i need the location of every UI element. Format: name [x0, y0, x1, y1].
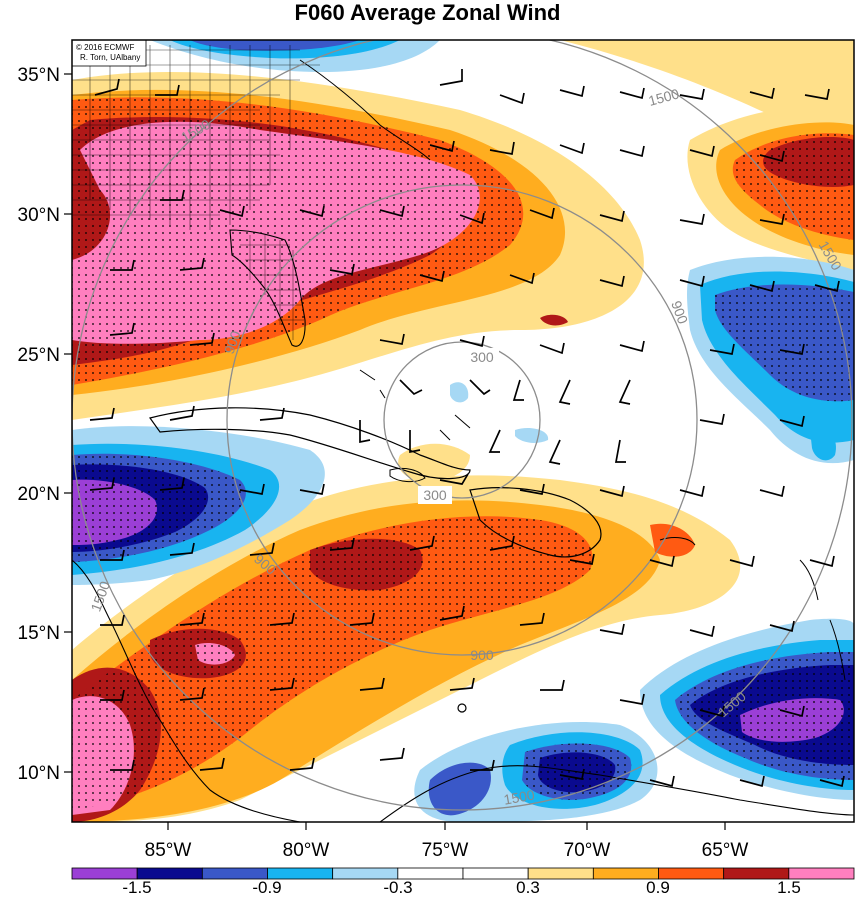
colorbar-label-neg1-5: -1.5 [122, 878, 151, 897]
positive-band-north [72, 71, 644, 420]
credit-line-2: R. Torn, UAlbany [80, 53, 140, 62]
lon-label-85: 85°W [145, 840, 192, 861]
cuba-outline [149, 407, 471, 480]
us-east-coast [299, 59, 431, 161]
lon-label-75: 75°W [422, 840, 469, 861]
negative-blob-west [72, 426, 325, 585]
hispaniola-outline [469, 487, 602, 558]
credit-line-1: © 2016 ECMWF [76, 43, 134, 52]
central-america-coast [72, 559, 301, 822]
longitude-axis [167, 822, 726, 830]
lon-label-70: 70°W [564, 840, 611, 861]
colorbar [71, 867, 855, 880]
contour-label-300-south: 300 [423, 487, 447, 503]
negative-strip-north [150, 40, 440, 72]
map-title: F060 Average Zonal Wind [294, 0, 561, 25]
lon-label-80: 80°W [283, 840, 330, 861]
colorbar-label-0-9: 0.9 [646, 878, 670, 897]
negative-spot-3 [810, 428, 836, 461]
lat-label-30: 30°N [18, 205, 60, 226]
contour-label-1500-south: 1500 [502, 786, 536, 807]
lat-label-20: 20°N [18, 484, 60, 505]
contour-label-900-south: 900 [470, 647, 494, 663]
negative-blob-east [687, 256, 854, 464]
county-grid [72, 45, 320, 230]
colorbar-label-1-5: 1.5 [777, 878, 801, 897]
credit-box [72, 40, 147, 67]
lat-label-25: 25°N [18, 345, 60, 366]
lesser-antilles [799, 559, 846, 681]
jamaica-outline [389, 467, 426, 483]
map-frame [71, 39, 855, 823]
contour-label-300-north: 300 [470, 349, 494, 365]
negative-spot-2 [515, 428, 549, 443]
lat-label-10: 10°N [18, 763, 60, 784]
latitude-axis [64, 73, 72, 773]
contour-label-900-west: 900 [221, 328, 244, 356]
florida-outline [229, 229, 306, 347]
colorbar-label-neg0-3: -0.3 [383, 878, 412, 897]
colorbar-label-0-3: 0.3 [516, 878, 540, 897]
positive-blob-northeast [560, 40, 854, 270]
wind-barbs [89, 69, 845, 788]
florida-counties [240, 235, 304, 340]
contour-label-1500-north: 1500 [647, 85, 681, 109]
map-panel: 300 300 900 900 900 900 1500 1500 1500 1… [72, 40, 854, 822]
lat-label-35: 35°N [18, 65, 60, 86]
colorbar-swatch [788, 867, 855, 880]
negative-blob-southeast [640, 618, 854, 800]
colorbar-label-neg0-9: -0.9 [252, 878, 281, 897]
range-rings [72, 40, 853, 811]
island-marker [457, 703, 467, 713]
south-america-coast [379, 765, 854, 822]
positive-spot-2 [540, 314, 568, 326]
puerto-rico-outline [659, 537, 696, 546]
bahamas-outline [359, 369, 471, 441]
contour-label-900-east: 900 [668, 299, 691, 327]
negative-spot-1 [450, 382, 469, 403]
lat-label-15: 15°N [18, 623, 60, 644]
lon-label-65: 65°W [702, 840, 749, 861]
